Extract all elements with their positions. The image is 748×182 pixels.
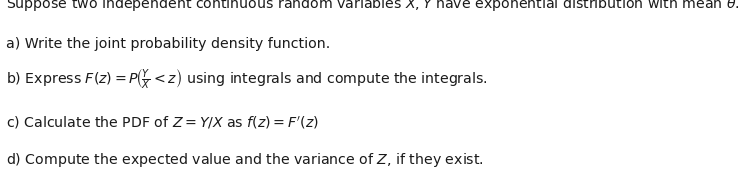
Text: Suppose two independent continuous random variables $X, Y$ have exponential dist: Suppose two independent continuous rando… — [6, 0, 740, 13]
Text: d) Compute the expected value and the variance of $Z$, if they exist.: d) Compute the expected value and the va… — [6, 151, 484, 169]
Text: a) Write the joint probability density function.: a) Write the joint probability density f… — [6, 37, 330, 51]
Text: c) Calculate the PDF of $Z = Y/X$ as $f(z) = F'(z)$: c) Calculate the PDF of $Z = Y/X$ as $f(… — [6, 115, 319, 131]
Text: b) Express $F(z) = P\!\left(\frac{Y}{X} < z\right)$ using integrals and compute : b) Express $F(z) = P\!\left(\frac{Y}{X} … — [6, 67, 488, 91]
